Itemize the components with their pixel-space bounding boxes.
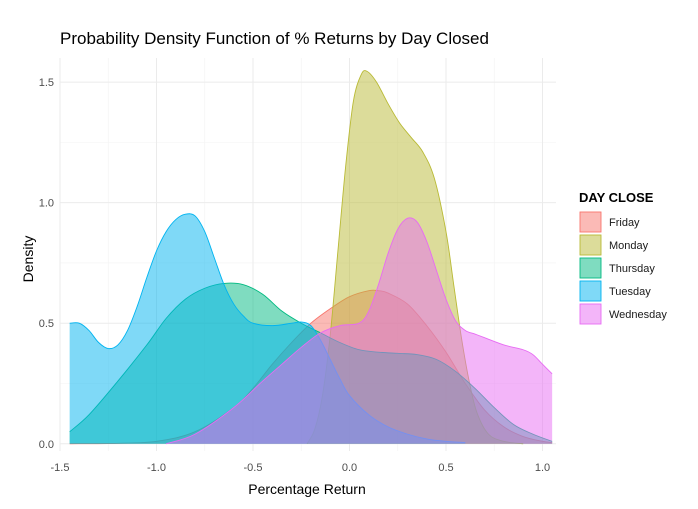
legend-label: Thursday	[609, 263, 655, 275]
legend-swatch	[579, 303, 602, 325]
x-axis-ticks: -1.5 -1.0 -0.5 0.0 0.5 1.0	[51, 462, 551, 474]
x-tick-label: -1.5	[51, 462, 70, 474]
x-axis-title: Percentage Return	[248, 481, 366, 497]
legend-title: DAY CLOSE	[579, 190, 654, 205]
density-line-wednesday	[166, 217, 553, 445]
chart-title: Probability Density Function of % Return…	[60, 29, 489, 48]
y-tick-label: 0.0	[39, 439, 54, 451]
y-tick-label: 1.5	[39, 77, 54, 89]
legend-label: Tuesday	[609, 286, 651, 298]
x-tick-label: 0.0	[342, 462, 357, 474]
x-tick-label: 1.0	[535, 462, 550, 474]
y-tick-label: 1.0	[39, 198, 54, 210]
legend-label: Monday	[609, 240, 649, 252]
legend-item-friday: Friday	[579, 211, 640, 233]
x-tick-label: -0.5	[244, 462, 263, 474]
legend-label: Wednesday	[609, 309, 667, 321]
legend-item-monday: Monday	[579, 234, 649, 256]
legend: DAY CLOSE Friday Monday Thursday Tuesday Wed…	[579, 190, 667, 325]
legend-label: Friday	[609, 217, 640, 229]
legend-swatch	[579, 234, 602, 256]
x-tick-label: 0.5	[438, 462, 453, 474]
x-tick-label: -1.0	[147, 462, 166, 474]
y-axis-ticks: 0.0 0.5 1.0 1.5	[39, 77, 54, 451]
legend-item-tuesday: Tuesday	[579, 280, 651, 302]
density-areas	[69, 70, 553, 445]
legend-swatch	[579, 257, 602, 279]
legend-swatch	[579, 280, 602, 302]
legend-swatch	[579, 211, 602, 233]
legend-item-thursday: Thursday	[579, 257, 655, 279]
legend-item-wednesday: Wednesday	[579, 303, 667, 325]
density-area-wednesday	[166, 217, 553, 444]
y-tick-label: 0.5	[39, 318, 54, 330]
y-axis-title: Density	[20, 236, 36, 283]
density-area-tuesday	[69, 213, 466, 444]
